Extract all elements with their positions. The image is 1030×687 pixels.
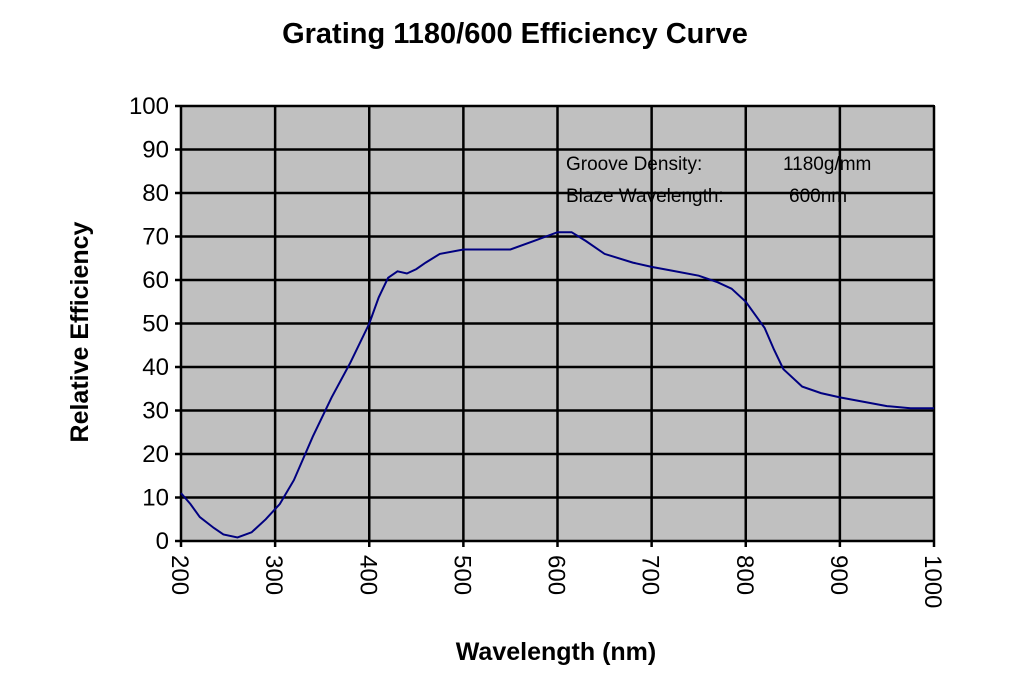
x-tick-label: 700	[637, 555, 664, 595]
x-tick-label: 800	[731, 555, 758, 595]
annotation-groove-label: Groove Density:	[566, 154, 702, 175]
y-tick-label: 10	[142, 485, 169, 512]
x-tick-label: 1000	[919, 555, 946, 608]
y-tick-label: 80	[142, 180, 169, 207]
tick-labels: 0 10 20 30 40 50 60 70 80 90 100 200 300 400 500 600 700…	[129, 93, 946, 608]
x-tick-label: 600	[543, 555, 570, 595]
x-tick-label: 400	[354, 555, 381, 595]
annotation-groove-value: 1180g/mm	[783, 154, 871, 175]
gridlines	[175, 104, 936, 547]
y-tick-label: 0	[156, 528, 169, 555]
chart-title: Grating 1180/600 Efficiency Curve	[282, 18, 748, 50]
x-tick-label: 300	[260, 555, 287, 595]
y-tick-label: 50	[142, 311, 169, 338]
y-tick-label: 30	[142, 398, 169, 425]
x-axis-label: Wavelength (nm)	[456, 638, 656, 666]
annotation-blaze-value: 600nm	[789, 186, 847, 207]
efficiency-curve	[180, 231, 934, 539]
annotation-blaze-label: Blaze Wavelength:	[566, 186, 724, 207]
y-tick-label: 40	[142, 354, 169, 381]
y-tick-label: 70	[142, 224, 169, 251]
x-tick-label: 200	[166, 555, 193, 595]
y-tick-label: 100	[129, 93, 169, 120]
y-tick-label: 90	[142, 137, 169, 164]
x-tick-label: 900	[825, 555, 852, 595]
y-tick-label: 20	[142, 441, 169, 468]
y-tick-label: 60	[142, 267, 169, 294]
x-tick-label: 500	[448, 555, 475, 595]
y-axis-label: Relative Efficiency	[66, 221, 94, 442]
